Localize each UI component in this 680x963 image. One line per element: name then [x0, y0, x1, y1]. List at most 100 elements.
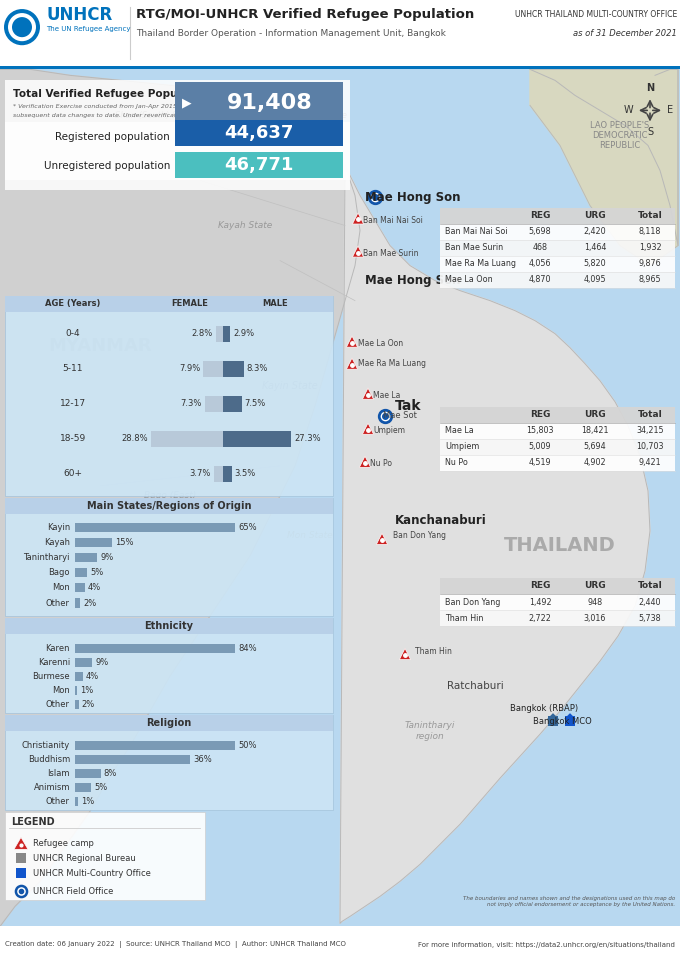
Text: 18-59: 18-59	[60, 434, 86, 443]
Text: 9%: 9%	[95, 658, 108, 666]
Text: 12-17: 12-17	[60, 400, 86, 408]
Text: 9,876: 9,876	[639, 259, 662, 268]
Text: Total Verified Refugee Population*: Total Verified Refugee Population*	[13, 90, 217, 99]
Bar	[75, 796, 78, 806]
Text: MYANMAR: MYANMAR	[48, 337, 152, 354]
Text: Kayin: Kayin	[47, 524, 70, 533]
Text: Mae La: Mae La	[373, 391, 401, 401]
Text: Umpiem: Umpiem	[445, 442, 479, 452]
Text: 1,932: 1,932	[639, 243, 662, 252]
Bar	[5, 498, 333, 514]
Text: 5%: 5%	[90, 568, 103, 578]
Text: Mae Hong Son: Mae Hong Son	[365, 274, 460, 287]
Text: 1,492: 1,492	[528, 597, 551, 607]
Bar	[440, 223, 675, 240]
Text: 8,965: 8,965	[639, 275, 662, 284]
Bar	[203, 361, 223, 377]
Bar	[16, 869, 26, 878]
Text: Mae La Oon: Mae La Oon	[445, 275, 492, 284]
Bar	[223, 396, 242, 412]
Text: Total: Total	[638, 211, 662, 220]
Bar	[440, 423, 675, 439]
Text: Ethnicity: Ethnicity	[144, 621, 194, 631]
Bar	[440, 439, 675, 455]
Text: Shan (South) State: Shan (South) State	[116, 111, 194, 120]
Text: E: E	[667, 105, 673, 116]
Polygon shape	[530, 69, 678, 246]
Text: 50%: 50%	[238, 741, 256, 749]
Text: 4,870: 4,870	[529, 275, 551, 284]
Text: 28.8%: 28.8%	[121, 434, 148, 443]
Text: Burmese: Burmese	[33, 671, 70, 681]
Polygon shape	[346, 336, 358, 348]
Text: 5,009: 5,009	[528, 442, 551, 452]
Text: Christianity: Christianity	[22, 741, 70, 749]
Text: URG: URG	[584, 211, 606, 220]
Text: 5-11: 5-11	[63, 364, 83, 374]
Polygon shape	[530, 69, 678, 266]
Bar	[223, 466, 232, 482]
Bar	[175, 83, 343, 124]
Text: Shan (East) State: Shan (East) State	[273, 111, 346, 120]
Bar	[5, 618, 333, 714]
Text: Buddhism: Buddhism	[28, 755, 70, 764]
Text: Nu Po: Nu Po	[370, 459, 392, 468]
Text: Bangkok (RBAP): Bangkok (RBAP)	[510, 704, 578, 713]
Bar	[75, 755, 190, 764]
Text: 4%: 4%	[88, 584, 101, 592]
Text: 3,016: 3,016	[584, 613, 606, 622]
Text: N: N	[646, 84, 654, 93]
Bar	[440, 610, 675, 626]
Text: 1%: 1%	[80, 686, 93, 694]
Text: REG: REG	[530, 582, 550, 590]
Bar	[440, 594, 675, 610]
Text: Total: Total	[638, 410, 662, 419]
Bar	[5, 716, 333, 810]
Text: 8,118: 8,118	[639, 227, 661, 236]
Text: Karenni: Karenni	[38, 658, 70, 666]
Bar	[16, 853, 26, 863]
Polygon shape	[352, 213, 364, 224]
Bar	[75, 768, 101, 778]
Text: 0-4: 0-4	[66, 329, 80, 338]
Polygon shape	[0, 69, 360, 926]
Text: 7.5%: 7.5%	[245, 400, 266, 408]
Text: subsequent data changes to date. Under reverification: subsequent data changes to date. Under r…	[13, 113, 186, 117]
Text: URG: URG	[584, 582, 606, 590]
Text: UNHCR Regional Bureau: UNHCR Regional Bureau	[33, 854, 136, 863]
Text: 65%: 65%	[238, 524, 256, 533]
Text: Kayah: Kayah	[44, 538, 70, 547]
Text: Ban Don Yang: Ban Don Yang	[445, 597, 500, 607]
Text: 8.3%: 8.3%	[247, 364, 268, 374]
Text: 5,820: 5,820	[583, 259, 607, 268]
Text: 5,698: 5,698	[528, 227, 551, 236]
Text: The UN Refugee Agency: The UN Refugee Agency	[46, 26, 131, 32]
Bar	[214, 466, 223, 482]
Polygon shape	[340, 166, 650, 924]
Bar	[440, 455, 675, 471]
Text: UNHCR Field Office: UNHCR Field Office	[33, 887, 114, 896]
Text: Mon State: Mon State	[287, 532, 333, 540]
Bar	[440, 255, 675, 272]
Text: 3.7%: 3.7%	[189, 469, 211, 479]
Bar	[175, 152, 343, 178]
Text: RTG/MOI-UNHCR Verified Refugee Population: RTG/MOI-UNHCR Verified Refugee Populatio…	[136, 8, 474, 20]
Text: 5,694: 5,694	[583, 442, 607, 452]
Text: LEGEND: LEGEND	[11, 818, 54, 827]
Text: 34,215: 34,215	[636, 427, 664, 435]
Bar	[5, 296, 333, 312]
Text: Tham Hin: Tham Hin	[415, 646, 452, 656]
Text: W: W	[624, 105, 633, 116]
Text: 10,703: 10,703	[636, 442, 664, 452]
Bar	[440, 272, 675, 288]
Text: Tanintharyi
region: Tanintharyi region	[405, 721, 455, 741]
Text: Tham Hin: Tham Hin	[445, 613, 483, 622]
Text: 44,637: 44,637	[224, 124, 294, 143]
Text: Ban Mai Nai Soi: Ban Mai Nai Soi	[445, 227, 508, 236]
Text: Bangkok MCO: Bangkok MCO	[533, 716, 592, 726]
Text: 36%: 36%	[193, 755, 212, 764]
Text: 4,095: 4,095	[583, 275, 607, 284]
Text: Unregistered population: Unregistered population	[44, 162, 170, 171]
Text: 27.3%: 27.3%	[294, 434, 321, 443]
Text: 4,056: 4,056	[529, 259, 551, 268]
